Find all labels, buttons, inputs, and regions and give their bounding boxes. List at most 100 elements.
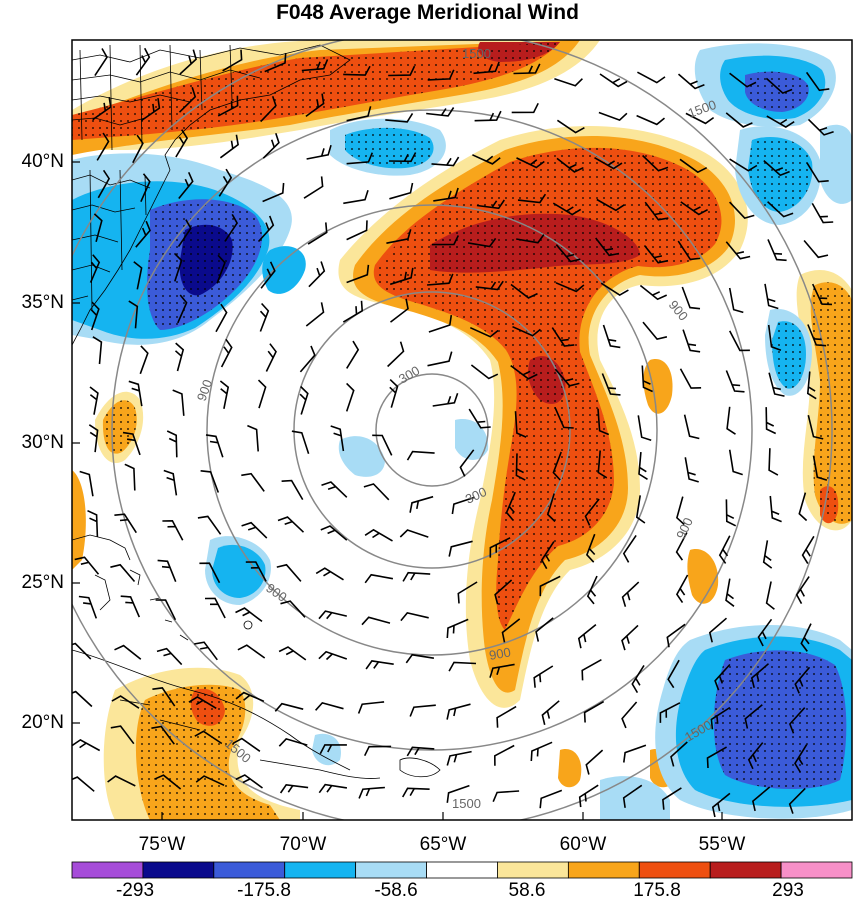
wind-barb — [259, 302, 270, 332]
wind-barb — [107, 775, 136, 787]
wind-barb — [343, 65, 371, 76]
wind-barb — [224, 214, 239, 242]
colorbar — [71, 861, 853, 879]
wind-barb — [173, 252, 183, 282]
wind-barb — [361, 616, 391, 626]
wind-barb — [446, 750, 472, 766]
wind-barb — [494, 579, 513, 605]
wind-barb — [87, 509, 99, 537]
wind-barb — [72, 738, 101, 752]
wind-barb — [539, 789, 563, 809]
wind-barb — [637, 415, 652, 442]
lon-label-60: 60°W — [559, 834, 607, 855]
axis-ticks — [72, 161, 723, 820]
wind-barb — [679, 158, 708, 174]
wind-barb — [788, 707, 806, 734]
wind-barb — [539, 575, 561, 597]
lon-label-65: 65°W — [419, 834, 467, 855]
wind-barb — [174, 342, 185, 372]
wind-barb — [556, 157, 584, 173]
wind-barb — [237, 644, 266, 659]
wind-barb — [222, 49, 243, 72]
wind-barb — [390, 298, 409, 323]
wind-barb — [299, 345, 316, 373]
wind-barb — [72, 642, 92, 660]
wind-barb — [677, 240, 701, 261]
wind-barb — [178, 171, 194, 200]
wind-barb — [474, 110, 502, 122]
wind-barb — [446, 618, 469, 639]
wind-barb — [281, 479, 304, 501]
wind-barb — [346, 264, 370, 284]
wind-barb — [764, 283, 779, 310]
wind-barb — [643, 245, 669, 264]
wind-barb — [175, 129, 189, 158]
wind-barb — [446, 784, 470, 803]
colorbar-swatch — [284, 861, 357, 879]
wind-barb — [157, 559, 177, 582]
wind-barb — [684, 457, 699, 483]
wind-barb — [681, 286, 701, 310]
wind-barb — [97, 169, 111, 199]
wind-barb — [232, 737, 261, 752]
wind-barb — [318, 650, 348, 661]
wind-barb — [768, 448, 779, 476]
wind-barb — [621, 701, 638, 729]
wind-barb — [219, 134, 239, 159]
wind-barb — [114, 513, 137, 534]
wind-barb — [710, 706, 731, 730]
wind-barb — [637, 71, 666, 84]
wind-barb — [597, 408, 610, 436]
wind-barb — [389, 267, 414, 286]
wind-barb — [475, 280, 504, 291]
wind-barb — [427, 273, 454, 286]
wind-barb — [427, 69, 455, 81]
wind-barb — [406, 450, 435, 461]
wind-barb — [427, 351, 453, 367]
wind-barb — [409, 704, 436, 717]
wind-barb — [386, 229, 412, 244]
wind-barb — [278, 646, 307, 661]
wind-barb — [345, 382, 355, 412]
wind-barb — [151, 725, 175, 745]
wind-barb — [389, 379, 399, 408]
wind-barb — [706, 746, 727, 769]
wind-barb — [303, 176, 324, 199]
wind-barb — [642, 154, 669, 172]
wind-barb — [659, 702, 681, 723]
wind-barb — [241, 521, 268, 539]
wind-barb — [806, 162, 829, 183]
wind-barb — [264, 52, 287, 73]
wind-barb — [510, 283, 538, 299]
wind-barb — [274, 702, 304, 712]
wind-barb — [728, 287, 744, 314]
wind-barb — [111, 695, 140, 709]
wind-barb — [682, 329, 701, 353]
wind-barb — [74, 556, 100, 575]
wind-barb — [330, 425, 345, 452]
wind-barb — [807, 415, 824, 440]
wind-barb — [621, 624, 639, 651]
wind-barb — [365, 660, 394, 670]
wind-barb — [459, 449, 475, 477]
wind-barb — [685, 112, 715, 125]
wind-barb — [807, 118, 834, 136]
wind-barb — [586, 575, 598, 605]
wind-barb — [139, 345, 149, 375]
wind-barb — [622, 784, 643, 808]
wind-barb — [305, 302, 325, 327]
wind-barb — [469, 326, 499, 338]
wind-barb — [162, 519, 184, 541]
wind-barb — [585, 533, 596, 563]
wind-barb — [546, 493, 556, 523]
wind-barb — [747, 742, 764, 770]
wind-barb — [89, 254, 101, 283]
wind-barb — [726, 406, 736, 435]
wind-barb — [457, 581, 478, 604]
wind-barb — [540, 541, 555, 570]
wind-barb — [72, 690, 93, 708]
wind-barb — [245, 561, 267, 582]
wind-barb — [489, 663, 515, 678]
wind-barb — [257, 215, 275, 243]
wind-barb — [216, 254, 226, 284]
